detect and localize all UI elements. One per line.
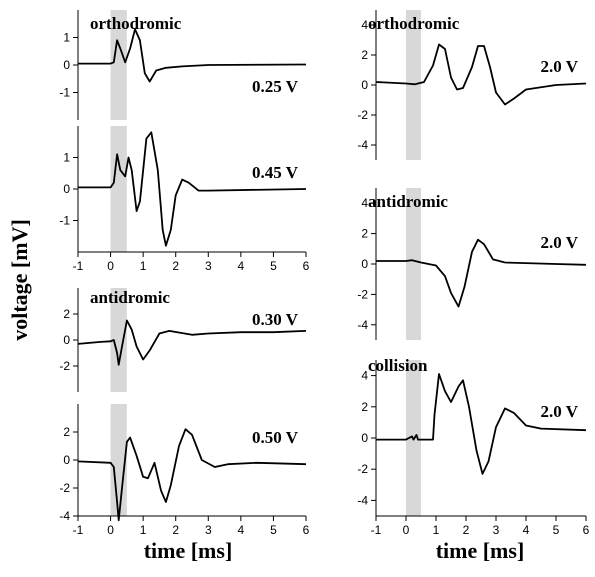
panel-label: collision <box>368 356 428 375</box>
x-tick-label: 4 <box>523 523 530 537</box>
x-tick-label: -1 <box>73 523 84 537</box>
y-tick-label: -4 <box>357 318 368 332</box>
panel-4: 2 0 -2 -4-1 0 1 2 3 4 5 6 0.50 V <box>59 404 310 537</box>
x-tick-label: 3 <box>493 523 500 537</box>
x-tick-label: 0 <box>107 523 114 537</box>
stimulus-voltage-label: 0.45 V <box>252 163 299 182</box>
x-tick-label: 1 <box>140 259 147 273</box>
stimulus-window <box>110 288 127 392</box>
trace-line <box>375 43 587 106</box>
y-tick-label: -2 <box>357 287 368 301</box>
x-tick-label: 1 <box>433 523 440 537</box>
trace-line <box>376 373 587 475</box>
trace-line <box>376 238 587 308</box>
y-tick-label: 0 <box>63 58 70 72</box>
trace-line <box>78 131 307 247</box>
y-tick-label: -2 <box>357 462 368 476</box>
x-tick-label: 3 <box>205 259 212 273</box>
y-tick-label: -4 <box>357 138 368 152</box>
stimulus-voltage-label: 0.50 V <box>252 428 299 447</box>
y-tick-label: -1 <box>59 214 70 228</box>
x-tick-label: 4 <box>238 259 245 273</box>
y-tick-label: 0 <box>63 333 70 347</box>
panel-6: 4 2 0 -2 -4 antidromic 2.0 V <box>357 188 587 340</box>
stimulus-voltage-label: 0.30 V <box>252 310 299 329</box>
y-tick-label: 4 <box>361 196 368 210</box>
y-tick-label: 2 <box>63 307 70 321</box>
x-tick-label: 1 <box>140 523 147 537</box>
stimulus-voltage-label: 2.0 V <box>541 233 579 252</box>
y-tick-label: 1 <box>63 31 70 45</box>
x-tick-label: 5 <box>270 259 277 273</box>
y-tick-label: 2 <box>361 48 368 62</box>
y-axis-label: voltage [mV] <box>7 219 32 341</box>
panel-label: orthodromic <box>90 14 182 33</box>
y-tick-label: 0 <box>361 78 368 92</box>
y-tick-label: -4 <box>59 509 70 523</box>
y-tick-label: -2 <box>357 108 368 122</box>
y-tick-label: 0 <box>361 431 368 445</box>
stimulus-voltage-label: 2.0 V <box>541 57 579 76</box>
panel-label: antidromic <box>90 288 170 307</box>
x-axis-label-left: time [ms] <box>144 538 233 563</box>
x-tick-label: 2 <box>172 259 179 273</box>
stimulus-window <box>406 188 421 340</box>
y-tick-label: -2 <box>59 481 70 495</box>
panel-3: 2 0 -2 antidromic 0.30 V <box>59 288 307 392</box>
panel-1: 1 0 -1 orthodromic 0.25 V <box>59 10 307 120</box>
trace-line <box>77 319 307 366</box>
x-axis-label-right: time [ms] <box>436 538 525 563</box>
panel-5: 4 2 0 -2 -4 orthodromic 2.0 V <box>357 10 587 160</box>
x-tick-label: 6 <box>303 523 310 537</box>
x-tick-label: 0 <box>107 259 114 273</box>
trace-line <box>77 428 307 522</box>
y-tick-label: 1 <box>63 151 70 165</box>
trace-line <box>78 28 307 83</box>
stimulus-voltage-label: 2.0 V <box>541 402 579 421</box>
y-tick-label: 4 <box>361 18 368 32</box>
stimulus-window <box>110 10 127 120</box>
x-tick-label: 4 <box>238 523 245 537</box>
x-tick-label: -1 <box>371 523 382 537</box>
panel-label: antidromic <box>368 192 448 211</box>
panel-label: orthodromic <box>368 14 460 33</box>
y-tick-label: 0 <box>63 453 70 467</box>
x-tick-label: 0 <box>403 523 410 537</box>
y-tick-label: 0 <box>361 257 368 271</box>
x-tick-label: 5 <box>553 523 560 537</box>
panel-2: 1 0 -1 -1 0 1 2 3 4 5 6 0.45 V <box>59 126 310 273</box>
y-tick-label: 2 <box>63 425 70 439</box>
x-tick-label: 2 <box>172 523 179 537</box>
y-tick-label: 2 <box>361 227 368 241</box>
stimulus-window <box>110 126 127 252</box>
y-tick-label: 4 <box>361 369 368 383</box>
y-tick-label: -4 <box>357 493 368 507</box>
stimulus-voltage-label: 0.25 V <box>252 77 299 96</box>
x-tick-label: 6 <box>583 523 590 537</box>
y-tick-label: -2 <box>59 359 70 373</box>
panel-7: 4 2 0 -2 -4 -1 0 1 2 3 4 5 6 collision 2.0 V <box>357 356 589 537</box>
y-tick-label: 2 <box>361 400 368 414</box>
x-tick-label: 2 <box>463 523 470 537</box>
x-tick-label: 3 <box>205 523 212 537</box>
y-tick-label: 0 <box>63 182 70 196</box>
y-tick-label: -1 <box>59 86 70 100</box>
x-tick-label: -1 <box>73 259 84 273</box>
x-tick-label: 5 <box>270 523 277 537</box>
x-tick-label: 6 <box>303 259 310 273</box>
